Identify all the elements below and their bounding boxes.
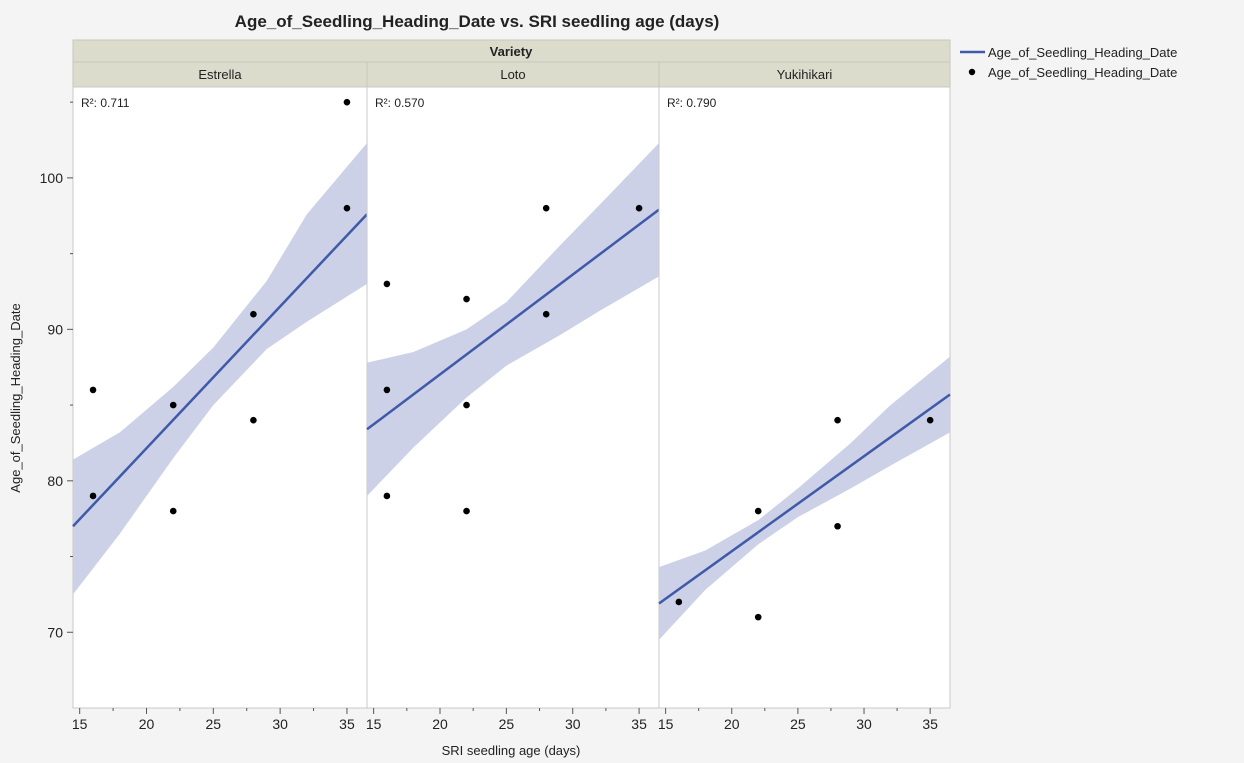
data-point xyxy=(343,98,351,106)
data-point xyxy=(383,280,391,288)
x-tick-label: 30 xyxy=(272,716,288,732)
data-point xyxy=(463,295,470,303)
panel-header xyxy=(72,61,368,88)
r-squared-label: R²: 0.570 xyxy=(375,96,425,110)
data-point xyxy=(754,613,762,621)
data-point xyxy=(635,204,643,212)
data-point xyxy=(834,416,841,424)
fit-line xyxy=(72,213,368,528)
data-point xyxy=(169,401,177,409)
x-tick-label: 20 xyxy=(724,716,740,732)
chart-title: Age_of_Seedling_Heading_Date vs. SRI see… xyxy=(235,12,720,31)
x-tick-label: 35 xyxy=(339,716,355,732)
data-point xyxy=(542,204,550,212)
data-point xyxy=(89,492,97,500)
x-tick-label: 25 xyxy=(790,716,806,732)
data-point xyxy=(383,492,391,500)
data-point xyxy=(463,507,470,515)
data-point xyxy=(169,507,177,515)
panel-loto: Loto R²: 0.570 xyxy=(366,61,660,709)
x-tick-label: 15 xyxy=(658,716,674,732)
fit-line xyxy=(366,208,660,431)
data-point xyxy=(383,386,391,394)
legend: Age_of_Seedling_Heading_Date Age_of_Seed… xyxy=(960,45,1177,80)
r-squared-label: R²: 0.711 xyxy=(81,96,130,110)
legend-marker-swatch xyxy=(968,68,976,76)
panel-header-label: Estrella xyxy=(198,67,242,82)
panel-header-label: Loto xyxy=(500,67,525,82)
panel-header-label: Yukihikari xyxy=(777,67,833,82)
x-axis-loto: 15 20 25 30 35 xyxy=(366,708,647,732)
x-tick-label: 35 xyxy=(631,716,647,732)
data-point xyxy=(89,386,97,394)
fit-line xyxy=(658,393,951,605)
panel-header xyxy=(658,61,951,88)
x-tick-label: 15 xyxy=(366,716,382,732)
x-axes: 15 20 25 30 35 15 20 25 30 35 15 20 25 30 35 xyxy=(72,708,938,732)
data-point xyxy=(834,522,841,530)
data-point xyxy=(463,401,470,409)
legend-label-marker: Age_of_Seedling_Heading_Date xyxy=(988,65,1177,80)
x-tick-label: 30 xyxy=(856,716,872,732)
x-tick-label: 20 xyxy=(139,716,155,732)
y-tick-label: 100 xyxy=(40,170,64,186)
facet-panels: Estrella R²: 0.711 Loto R²: 0.570 Yukihikari… xyxy=(72,61,951,709)
r-squared-label: R²: 0.790 xyxy=(667,96,717,110)
x-axis-label: SRI seedling age (days) xyxy=(442,743,581,758)
data-point xyxy=(250,416,257,424)
y-tick-label: 70 xyxy=(47,624,63,640)
data-point xyxy=(675,598,683,606)
x-tick-label: 25 xyxy=(499,716,515,732)
data-point xyxy=(926,416,934,424)
data-point xyxy=(250,310,257,318)
panel-header xyxy=(366,61,660,88)
x-axis-yukihikari: 15 20 25 30 35 xyxy=(658,708,938,732)
y-axis-label: Age_of_Seedling_Heading_Date xyxy=(8,303,23,492)
data-point xyxy=(343,204,351,212)
group-header-label: Variety xyxy=(490,44,533,59)
panel-estrella: Estrella R²: 0.711 xyxy=(72,61,368,709)
x-tick-label: 15 xyxy=(72,716,88,732)
x-tick-label: 30 xyxy=(565,716,581,732)
x-axis-estrella: 15 20 25 30 35 xyxy=(72,708,355,732)
y-tick-label: 80 xyxy=(47,473,63,489)
legend-label-line: Age_of_Seedling_Heading_Date xyxy=(988,45,1177,60)
x-tick-label: 35 xyxy=(922,716,938,732)
x-tick-label: 25 xyxy=(206,716,222,732)
y-axis: 70 80 90 100 xyxy=(40,101,73,640)
x-tick-label: 20 xyxy=(432,716,448,732)
data-point xyxy=(754,507,762,515)
panel-yukihikari: Yukihikari R²: 0.790 xyxy=(658,61,951,709)
y-tick-label: 90 xyxy=(47,321,63,337)
data-point xyxy=(542,310,550,318)
